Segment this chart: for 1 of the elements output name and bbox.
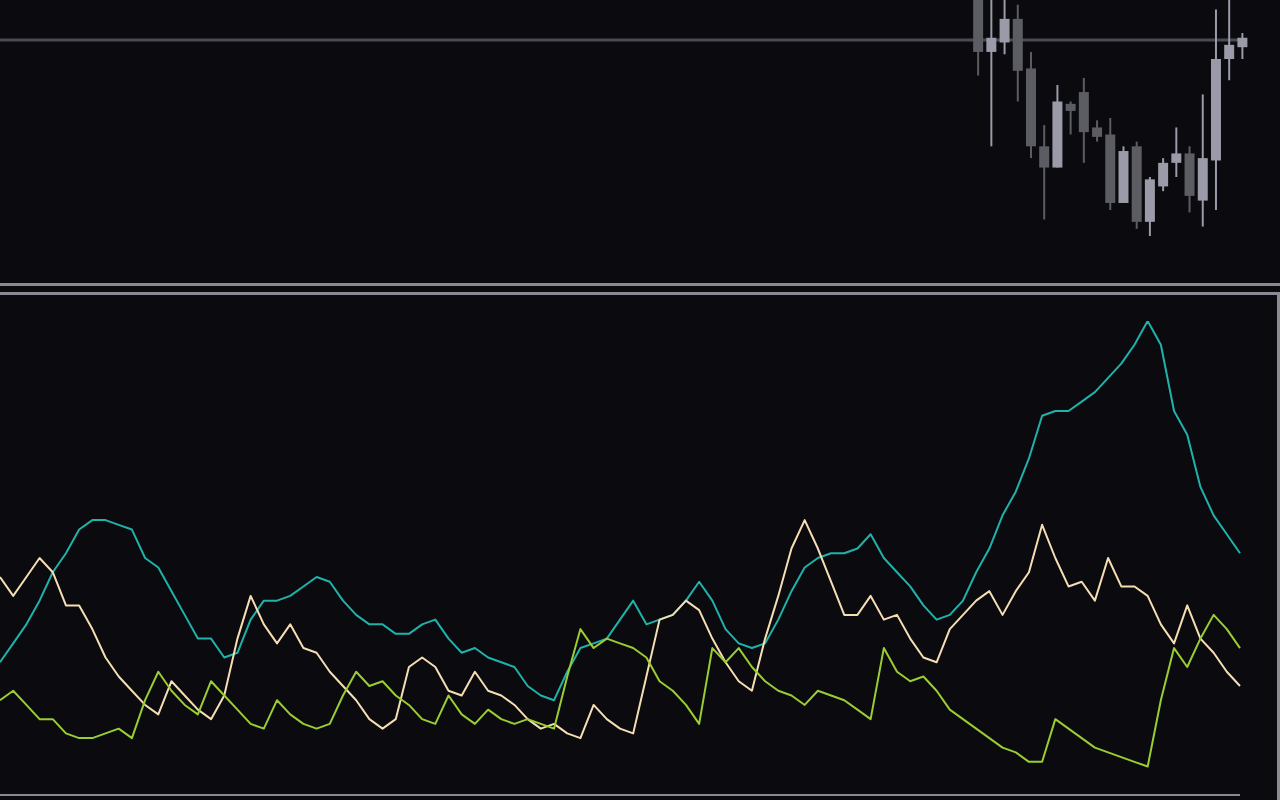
candlestick bbox=[986, 0, 997, 147]
